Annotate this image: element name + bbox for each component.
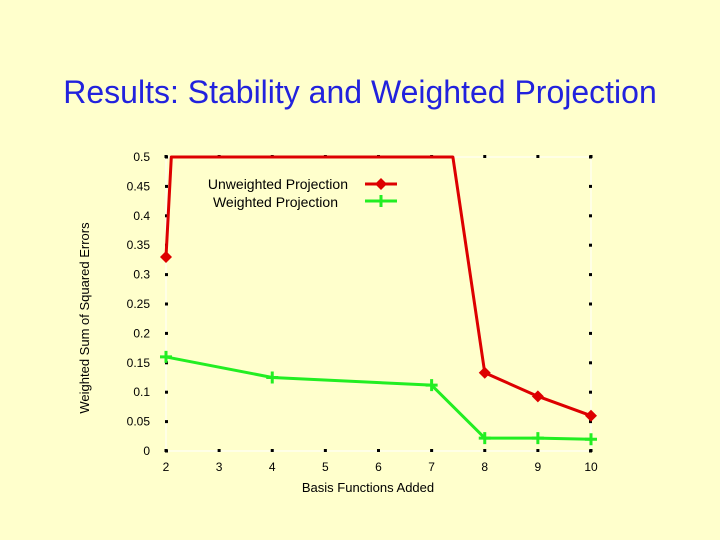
x-tick-mark-bottom [430, 449, 434, 452]
x-tick-label: 3 [216, 460, 223, 474]
data-point-unweighted [531, 390, 544, 403]
x-tick-mark-bottom [483, 449, 487, 452]
y-tick-label: 0.2 [133, 326, 150, 340]
x-tick-label: 6 [375, 460, 382, 474]
data-point-weighted [531, 432, 544, 445]
x-tick-label: 10 [584, 460, 598, 474]
data-point-unweighted [585, 409, 597, 422]
series-0 [160, 155, 597, 422]
y-tick-mark-left [165, 302, 168, 306]
data-point-weighted [425, 379, 438, 392]
y-tick-mark-right [589, 361, 592, 365]
y-axis-label: Weighted Sum of Squared Errors [77, 222, 92, 414]
y-tick-label: 0.5 [133, 150, 150, 164]
x-tick-mark-top [536, 155, 540, 158]
y-tick-label: 0.25 [127, 297, 151, 311]
slide-title: Results: Stability and Weighted Projecti… [63, 74, 657, 110]
x-tick-label: 8 [481, 460, 488, 474]
y-tick-mark-right [589, 243, 592, 247]
x-tick-mark-bottom [589, 449, 593, 452]
y-tick-mark-right [589, 331, 592, 335]
data-point-weighted [478, 432, 491, 445]
y-tick-label: 0 [143, 444, 150, 458]
x-tick-label: 2 [163, 460, 170, 474]
y-tick-label: 0.3 [133, 268, 150, 282]
y-tick-label: 0.1 [133, 385, 150, 399]
x-tick-mark-top [589, 155, 593, 158]
y-tick-label: 0.15 [127, 356, 151, 370]
x-tick-mark-top [164, 155, 168, 158]
series-line-1 [165, 355, 592, 441]
legend-label-weighted: Weighted Projection [213, 194, 338, 210]
legend-swatch-marker-unweighted [375, 178, 387, 190]
x-tick-label: 5 [322, 460, 329, 474]
series-1 [160, 350, 597, 446]
x-tick-mark-bottom [323, 449, 327, 452]
y-tick-mark-right [589, 302, 592, 306]
data-point-unweighted [160, 250, 172, 263]
y-tick-label: 0.35 [127, 238, 151, 252]
x-axis-label: Basis Functions Added [302, 480, 434, 495]
y-tick-mark-left [165, 273, 168, 277]
y-tick-mark-right [589, 390, 592, 394]
y-tick-label: 0.05 [127, 415, 151, 429]
series-line-0 [164, 155, 592, 418]
legend-swatch-marker-weighted [375, 195, 387, 207]
data-point-unweighted [478, 366, 491, 379]
x-tick-mark-bottom [377, 449, 380, 452]
x-tick-mark-top [483, 155, 487, 158]
y-tick-mark-right [589, 273, 592, 277]
y-tick-mark-left [165, 184, 168, 188]
x-tick-label: 7 [428, 460, 435, 474]
y-tick-label: 0.45 [127, 179, 151, 193]
y-tick-mark-left [165, 420, 168, 424]
x-tick-mark-bottom [536, 449, 540, 452]
x-tick-mark-bottom [164, 449, 168, 452]
data-point-weighted [266, 371, 279, 384]
y-tick-mark-left [165, 214, 168, 218]
y-tick-mark-left [165, 331, 168, 335]
y-tick-label: 0.4 [133, 209, 150, 223]
data-point-weighted [160, 350, 172, 363]
legend: Unweighted Projection Weighted Projectio… [208, 176, 397, 210]
x-tick-mark-bottom [270, 449, 274, 452]
y-tick-mark-right [589, 184, 592, 188]
x-tick-label: 9 [535, 460, 542, 474]
legend-label-unweighted: Unweighted Projection [208, 176, 348, 192]
y-tick-mark-right [589, 214, 592, 218]
x-tick-label: 4 [269, 460, 276, 474]
x-tick-mark-bottom [217, 449, 221, 452]
y-tick-mark-left [165, 390, 168, 394]
y-tick-mark-right [589, 420, 592, 424]
data-point-weighted [585, 433, 597, 446]
